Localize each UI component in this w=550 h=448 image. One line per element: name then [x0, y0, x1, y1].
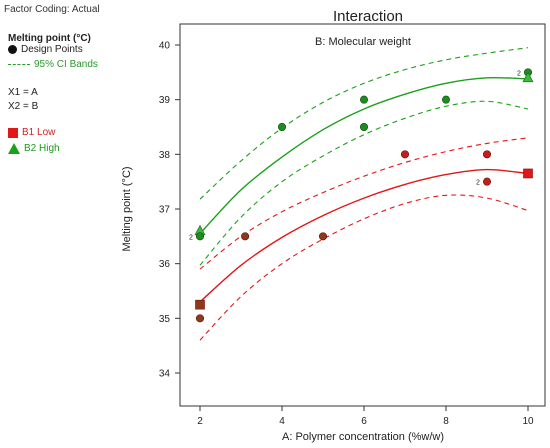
high-design-point [441, 95, 450, 104]
y-tick-label: 37 [159, 205, 171, 216]
high-triangle-marker [522, 71, 534, 83]
high-design-point [359, 95, 368, 104]
legend-b2-label: B2 High [24, 143, 60, 154]
factor-coding-label: Factor Coding: Actual [4, 4, 100, 15]
high-design-point [359, 123, 368, 132]
low-design-point [482, 177, 491, 186]
x2-mapping: X2 = B [8, 101, 39, 112]
high-design-point [196, 232, 205, 241]
high-design-point [277, 123, 286, 132]
replicate-count-label: 2 [476, 180, 480, 187]
high-ci-upper-line [199, 47, 529, 200]
ci-bands [199, 47, 529, 341]
x-axis: 2 4 6 8 10 [197, 406, 534, 427]
low-design-point [318, 232, 327, 241]
y-tick-label: 35 [159, 314, 171, 325]
low-design-point [482, 150, 491, 159]
triangle-marker-icon [8, 143, 20, 154]
legend-b2-high: B2 High [8, 143, 60, 154]
y-tick-label: 40 [159, 41, 171, 52]
plot-frame [179, 23, 546, 407]
high-ci-lower-line [199, 100, 529, 266]
y-tick-label: 39 [159, 95, 171, 106]
x1-mapping: X1 = A [8, 87, 38, 98]
legend-design-points-label: Design Points [21, 44, 83, 55]
legend-ci-bands-label: 95% CI Bands [34, 59, 98, 70]
x-axis-label: A: Polymer concentration (%w/w) [282, 431, 444, 443]
legend-ci-bands: 95% CI Bands [8, 59, 98, 70]
x-tick-label: 2 [197, 416, 203, 427]
low-design-point [241, 232, 250, 241]
high-fit-line [199, 76, 529, 235]
legend-design-points: Design Points [8, 44, 83, 55]
x-tick-label: 4 [279, 416, 285, 427]
dashed-line-icon [8, 64, 30, 65]
design-points: 2 2 2 [189, 68, 534, 323]
low-ci-upper-line [199, 137, 529, 270]
low-fit-line [199, 168, 529, 303]
y-tick-label: 36 [159, 259, 171, 270]
low-ci-lower-line [199, 194, 529, 341]
circle-marker-icon [8, 45, 17, 54]
legend-title: Melting point (°C) [8, 33, 91, 44]
y-axis: 34 35 36 37 38 39 40 [159, 41, 180, 380]
low-design-point [196, 314, 205, 323]
chart-annotation: B: Molecular weight [315, 36, 411, 48]
square-marker-icon [8, 127, 18, 138]
y-tick-label: 34 [159, 369, 171, 380]
chart-title: Interaction [333, 8, 403, 25]
low-square-marker [523, 168, 533, 179]
legend-b1-label: B1 Low [22, 127, 56, 138]
fit-lines [199, 76, 529, 303]
replicate-count-label: 2 [189, 234, 193, 241]
x-tick-label: 8 [443, 416, 449, 427]
low-design-point [400, 150, 409, 159]
legend-b1-low: B1 Low [8, 127, 55, 138]
y-axis-label: Melting point (°C) [121, 166, 133, 251]
y-tick-label: 38 [159, 150, 171, 161]
x-tick-label: 6 [361, 416, 367, 427]
replicate-count-label: 2 [517, 70, 521, 77]
x-tick-label: 10 [522, 416, 534, 427]
low-square-marker [195, 299, 205, 310]
